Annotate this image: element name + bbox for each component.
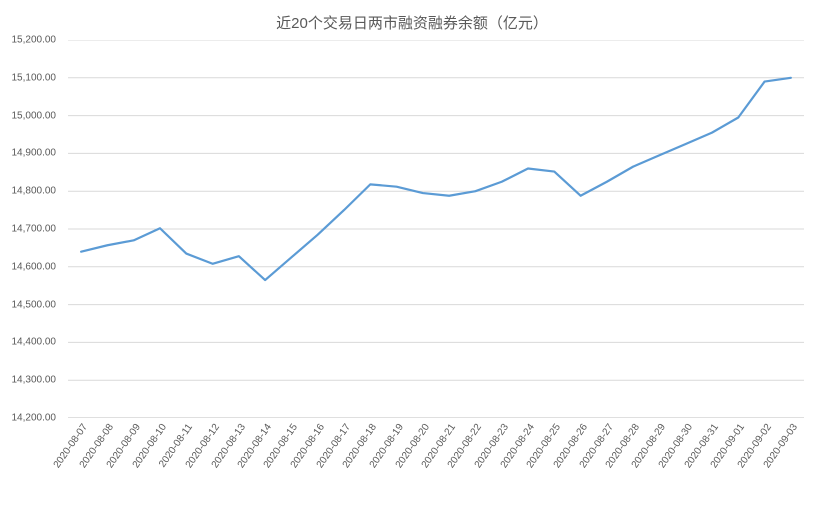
y-tick-label: 14,900.00 [12, 148, 57, 159]
chart-line [68, 40, 804, 418]
y-tick-label: 15,200.00 [12, 35, 57, 46]
x-axis-labels: 2020-08-072020-08-082020-08-092020-08-10… [68, 418, 804, 508]
chart-title: 近20个交易日两市融资融券余额（亿元） [0, 0, 824, 33]
y-tick-label: 14,700.00 [12, 224, 57, 235]
y-axis-labels: 14,200.0014,300.0014,400.0014,500.0014,6… [0, 40, 62, 418]
y-tick-label: 14,600.00 [12, 261, 57, 272]
y-tick-label: 14,500.00 [12, 299, 57, 310]
y-tick-label: 14,200.00 [12, 413, 57, 424]
plot-area [68, 40, 804, 418]
chart-container: 近20个交易日两市融资融券余额（亿元） 14,200.00 14,300.00 14… [0, 0, 824, 508]
y-tick-label: 14,800.00 [12, 186, 57, 197]
y-tick-label: 15,000.00 [12, 110, 57, 121]
y-tick-label: 14,400.00 [12, 337, 57, 348]
y-tick-label: 14,300.00 [12, 375, 57, 386]
y-tick-label: 15,100.00 [12, 72, 57, 83]
